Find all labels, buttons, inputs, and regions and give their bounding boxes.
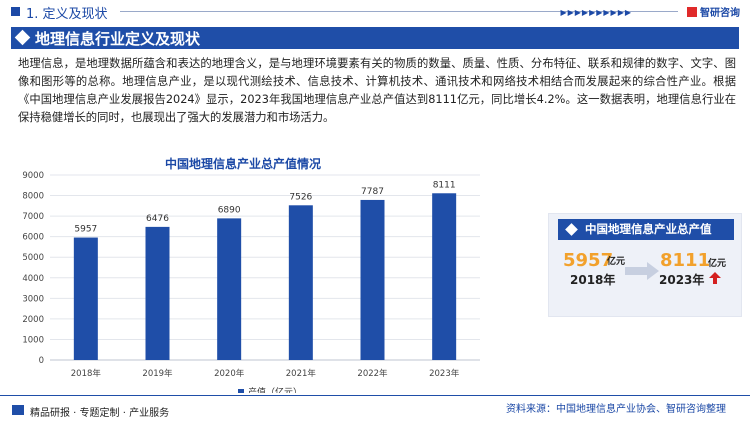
x-tick-label: 2023年 [429,368,460,379]
banner-title: 地理信息行业定义及现状 [35,30,201,48]
intro-paragraph: 地理信息，是地理数据所蕴含和表达的地理含义，是与地理环境要素有关的物质的数量、质… [18,57,736,124]
brand-logo: 智研咨询 [687,4,740,19]
x-tick-label: 2021年 [286,368,317,379]
legend-swatch [238,389,244,393]
chart-bars [73,193,457,360]
data-label: 7526 [289,192,312,202]
y-tick-label: 9000 [22,171,44,181]
x-tick-label: 2019年 [142,368,173,379]
chart-legend: 产值（亿元） [238,386,302,393]
bar [73,237,98,360]
data-labels: 5957 6476 6890 7526 7787 8111 [74,180,455,234]
y-tick-label: 1000 [22,335,44,345]
to-year: 2023年 [659,273,705,287]
y-tick-label: 5000 [22,253,44,263]
data-label: 5957 [74,225,97,235]
dots-decoration: ▶▶▶▶▶▶▶▶▶▶ [560,8,632,17]
brand-name: 智研咨询 [700,8,740,19]
panel-title: 中国地理信息产业总产值 [558,219,734,240]
from-value: 5957 [563,250,614,271]
data-label: 6890 [218,205,241,215]
bar-chart: 0 1000 2000 3000 4000 5000 6000 7000 8000 9000 59… [22,171,480,393]
diamond-icon [14,29,31,46]
section-marker [11,7,20,16]
y-tick-label: 3000 [22,294,44,304]
bar [432,193,457,360]
report-icon [12,405,24,415]
y-tick-label: 7000 [22,212,44,222]
y-tick-label: 6000 [22,233,44,243]
y-tick-label: 2000 [22,315,44,325]
top-bar: 1. 定义及现状 ▶▶▶▶▶▶▶▶▶▶ 智研咨询 [0,0,750,24]
footer: 精品研报 · 专题定制 · 产业服务 资料来源：中国地理信息产业协会、智研咨询整… [0,396,750,423]
legend-label: 产值（亿元） [248,386,302,393]
x-axis-ticks: 2018年 2019年 2020年 2021年 2022年 2023年 [71,368,460,379]
y-tick-label: 8000 [22,192,44,202]
footer-divider [0,395,750,396]
x-tick-label: 2018年 [71,368,102,379]
bar [288,205,313,360]
data-label: 8111 [433,180,456,190]
to-unit: 亿元 [708,259,727,269]
data-label: 6476 [146,214,169,224]
y-tick-label: 0 [39,356,44,366]
section-title: 1. 定义及现状 [26,7,108,22]
source-note: 资料来源：中国地理信息产业协会、智研咨询整理 [506,404,726,415]
topic-banner: 地理信息行业定义及现状 [11,27,739,49]
bar [360,199,385,360]
bar [217,218,242,360]
up-arrow-icon [709,272,721,284]
bar [145,226,170,360]
data-label: 7787 [361,187,384,197]
x-tick-label: 2022年 [357,368,388,379]
from-year: 2018年 [570,273,616,287]
footer-services: 精品研报 · 专题定制 · 产业服务 [30,408,170,419]
chart-title: 中国地理信息产业总产值情况 [165,157,322,171]
x-tick-label: 2020年 [214,368,245,379]
chart-grid [50,174,480,361]
logo-icon [687,7,697,17]
divider [120,11,678,12]
y-axis-ticks: 0 1000 2000 3000 4000 5000 6000 7000 8000 9000 [22,171,44,366]
summary-panel: 中国地理信息产业总产值 5957 亿元 2018年 8111 亿元 2023年 [548,213,742,317]
arrow-right-icon [625,262,659,280]
from-unit: 亿元 [607,257,626,267]
y-tick-label: 4000 [22,274,44,284]
to-value: 8111 [660,250,711,271]
